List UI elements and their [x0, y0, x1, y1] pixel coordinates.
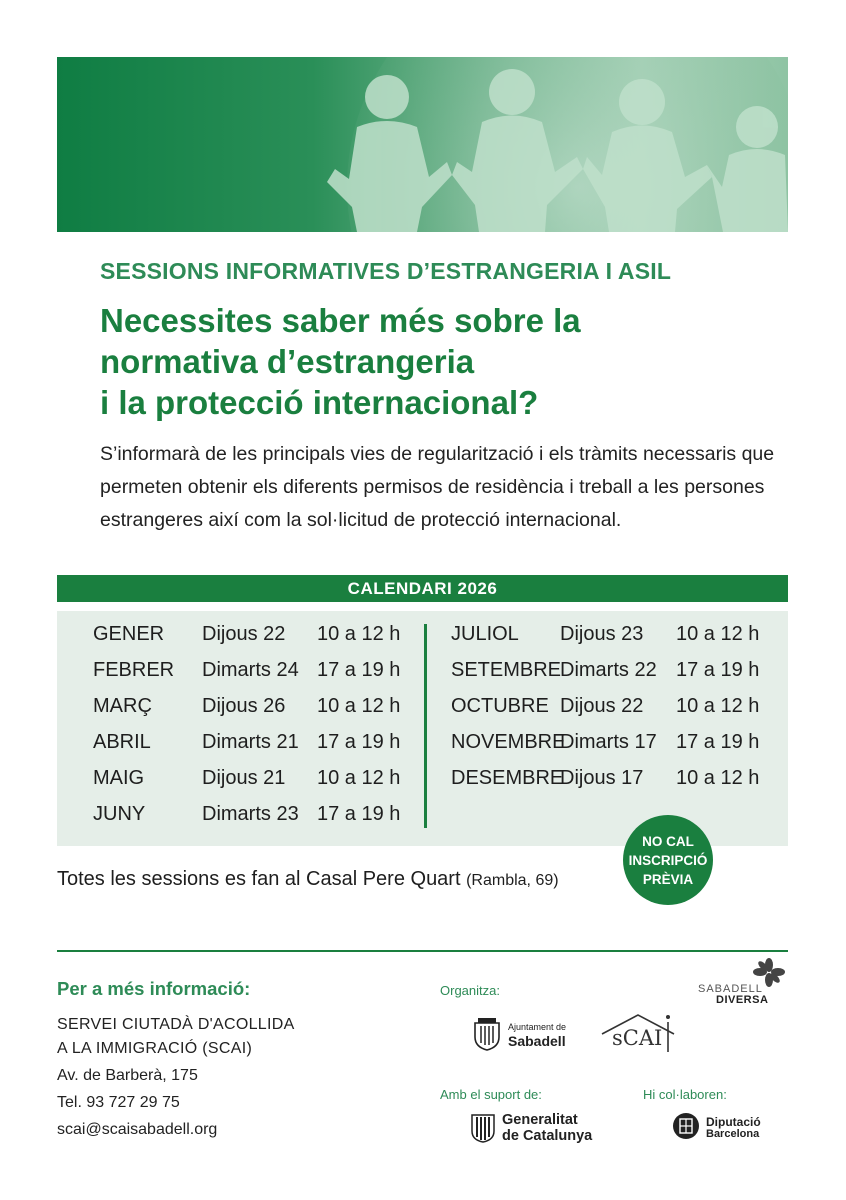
- ajuntament-logo: Sabadell: [508, 1033, 566, 1049]
- organitza-label: Organitza:: [440, 983, 500, 998]
- calendar-day: Dijous 17: [560, 767, 644, 789]
- calendar-time: 10 a 12 h: [317, 767, 401, 789]
- calendar-month: JULIOL: [451, 623, 519, 645]
- calendar-time: 17 a 19 h: [676, 659, 760, 681]
- contact-address: Av. de Barberà, 175: [57, 1067, 198, 1084]
- calendar-time: 10 a 12 h: [676, 695, 760, 717]
- calendar-day: Dijous 22: [560, 695, 644, 717]
- no-registration-badge: NO CAL INSCRIPCIÓ PRÈVIA: [623, 815, 713, 905]
- headline-line: normativa d’estrangeria: [100, 343, 475, 380]
- generalitat-icon: [471, 1114, 495, 1143]
- diputacio-logo: Barcelona: [706, 1128, 760, 1140]
- badge-line: NO CAL: [642, 833, 694, 849]
- calendar-month: MARÇ: [93, 695, 152, 717]
- calendar-day: Dijous 26: [202, 695, 286, 717]
- diputacio-icon: [673, 1113, 699, 1139]
- calendar-time: 17 a 19 h: [676, 731, 760, 753]
- contact-phone: Tel. 93 727 29 75: [57, 1094, 180, 1111]
- diputacio-logo: Diputació: [706, 1115, 761, 1129]
- calendar-box: [57, 611, 788, 846]
- calendar-month: SETEMBRE: [451, 659, 562, 681]
- sabadell-diversa-logo: SABADELL: [698, 983, 763, 995]
- scai-logo: sCAI: [612, 1026, 663, 1050]
- calendar-month: JUNY: [93, 803, 146, 825]
- calendar-time: 17 a 19 h: [317, 659, 401, 681]
- header-banner: [57, 57, 788, 232]
- calendar-day: Dimarts 24: [202, 659, 299, 681]
- calendar-title: CALENDARI 2026: [57, 575, 788, 602]
- calendar-time: 17 a 19 h: [317, 803, 401, 825]
- scai-house-icon: [601, 1014, 675, 1052]
- calendar-day: Dimarts 21: [202, 731, 299, 753]
- contact-title: Per a més informació:: [57, 978, 251, 999]
- calendar-month: NOVEMBRE: [451, 731, 566, 753]
- calendar-time: 10 a 12 h: [317, 695, 401, 717]
- venue-address: (Rambla, 69): [466, 872, 559, 889]
- calendar-month: FEBRER: [93, 659, 175, 681]
- calendar-day: Dijous 23: [560, 623, 644, 645]
- contact-org: SERVEI CIUTADÀ D'ACOLLIDA: [57, 1016, 295, 1033]
- calendar-month: DESEMBRE: [451, 767, 564, 789]
- venue-text: Totes les sessions es fan al Casal Pere …: [57, 868, 461, 890]
- contact-org: A LA IMMIGRACIÓ (SCAI): [57, 1040, 253, 1057]
- badge-line: INSCRIPCIÓ: [628, 852, 708, 868]
- calendar-month: ABRIL: [93, 731, 151, 753]
- collaborators-label: Hi col·laboren:: [643, 1087, 727, 1102]
- calendar-day: Dijous 22: [202, 623, 286, 645]
- calendar-time: 17 a 19 h: [317, 731, 401, 753]
- calendar-day: Dijous 21: [202, 767, 286, 789]
- badge-line: PRÈVIA: [642, 871, 694, 887]
- sabadell-crest-icon: [474, 1018, 500, 1051]
- calendar-day: Dimarts 23: [202, 803, 299, 825]
- flower-icon: [753, 958, 785, 987]
- calendar-month: OCTUBRE: [451, 695, 549, 717]
- headline-line: Necessites saber més sobre la: [100, 302, 581, 339]
- contact-email: scai@scaisabadell.org: [57, 1121, 218, 1138]
- calendar-month: GENER: [93, 623, 165, 645]
- calendar-time: 10 a 12 h: [676, 623, 760, 645]
- calendar-day: Dimarts 17: [560, 731, 657, 753]
- calendar-time: 10 a 12 h: [317, 623, 401, 645]
- footer-divider: [57, 950, 788, 952]
- generalitat-logo: Generalitat: [502, 1112, 578, 1128]
- calendar-day: Dimarts 22: [560, 659, 657, 681]
- support-label: Amb el suport de:: [440, 1087, 542, 1102]
- venue-line: Totes les sessions es fan al Casal Pere …: [57, 868, 559, 891]
- generalitat-logo: de Catalunya: [502, 1128, 593, 1144]
- subtitle: SESSIONS INFORMATIVES D’ESTRANGERIA I AS…: [100, 258, 672, 284]
- ajuntament-logo: Ajuntament de: [508, 1022, 567, 1032]
- calendar-divider: [424, 624, 427, 828]
- sabadell-diversa-logo: DIVERSA: [716, 994, 769, 1006]
- intro-paragraph: S’informarà de les principals vies de re…: [100, 443, 775, 531]
- paper-chain-people-illustration: [327, 57, 788, 232]
- headline: Necessites saber més sobre la normativa …: [100, 300, 581, 423]
- headline-line: i la protecció internacional?: [100, 384, 539, 421]
- calendar-time: 10 a 12 h: [676, 767, 760, 789]
- calendar-month: MAIG: [93, 767, 145, 789]
